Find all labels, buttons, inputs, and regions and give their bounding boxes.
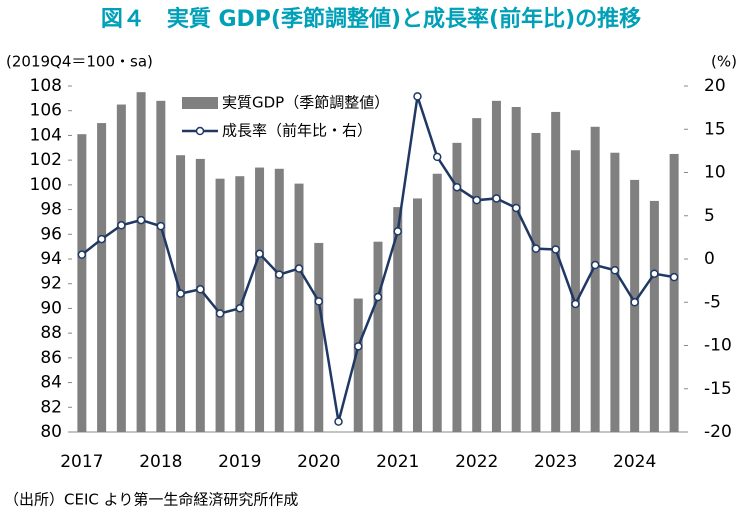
- line-marker: [413, 92, 422, 101]
- legend-label: 成長率（前年比・右）: [222, 122, 372, 140]
- bar: [610, 152, 620, 432]
- line-marker: [630, 298, 639, 307]
- y-tick-label: 104: [30, 125, 62, 145]
- bar: [531, 132, 541, 432]
- line-marker: [432, 152, 442, 162]
- line-marker: [196, 285, 205, 294]
- source-note: （出所）CEIC より第一生命経済研究所作成: [4, 491, 298, 509]
- bar: [373, 241, 383, 432]
- bar: [156, 100, 166, 432]
- y-tick-label: 94: [40, 249, 62, 269]
- line-marker: [354, 342, 363, 351]
- line-marker: [393, 227, 402, 236]
- bar: [491, 100, 501, 432]
- bar: [116, 104, 126, 433]
- bar: [551, 111, 561, 432]
- x-tick-label: 2023: [534, 452, 577, 472]
- y-tick-label: 92: [40, 274, 62, 294]
- line-marker: [551, 245, 560, 254]
- y2-tick-label: 20: [704, 76, 726, 96]
- line-marker: [492, 194, 501, 203]
- line-marker: [452, 182, 462, 192]
- bar: [452, 142, 462, 433]
- bar: [432, 173, 442, 432]
- line-marker: [472, 195, 481, 205]
- line-marker: [590, 260, 600, 270]
- line-marker: [314, 297, 324, 306]
- line-marker: [77, 250, 87, 259]
- line-marker: [136, 215, 146, 225]
- x-tick-label: 2018: [139, 452, 182, 472]
- y2-tick-label: -20: [704, 422, 732, 442]
- y2-tick-label: 10: [704, 163, 726, 183]
- y2-tick-label: 15: [704, 119, 726, 139]
- y2-tick-label: 0: [704, 249, 715, 269]
- line-marker: [176, 289, 185, 298]
- bar: [669, 153, 679, 432]
- legend-label: 実質GDP（季節調整値）: [222, 94, 389, 112]
- x-tick-label: 2021: [376, 452, 419, 472]
- legend-swatch: [195, 126, 205, 136]
- bar: [97, 123, 107, 433]
- y-tick-label: 90: [40, 298, 62, 318]
- line-marker: [156, 221, 166, 231]
- line-marker: [334, 417, 343, 426]
- line-marker: [571, 299, 580, 309]
- line-marker: [511, 203, 521, 213]
- y-tick-label: 108: [30, 76, 62, 96]
- line-marker: [610, 265, 620, 275]
- line-marker: [531, 244, 541, 253]
- x-tick-label: 2019: [218, 452, 261, 472]
- y-tick-label: 86: [40, 348, 62, 368]
- bar: [353, 298, 363, 432]
- y-axis-label: (2019Q4＝100・sa): [6, 53, 153, 71]
- line-marker: [97, 234, 106, 244]
- y-tick-label: 98: [40, 200, 62, 220]
- legend-swatch: [182, 97, 218, 109]
- line-marker: [650, 269, 659, 278]
- bar: [77, 134, 87, 432]
- bar: [294, 183, 304, 432]
- bar: [393, 207, 403, 432]
- y-tick-label: 100: [30, 175, 62, 195]
- chart-title: 図４ 実質 GDP(季節調整値)と成長率(前年比)の推移: [101, 6, 641, 32]
- line-marker: [255, 249, 264, 259]
- line-marker: [275, 270, 284, 279]
- x-tick-label: 2024: [613, 452, 656, 472]
- line-marker: [235, 304, 245, 313]
- y-tick-label: 96: [40, 224, 62, 244]
- y2-tick-label: 5: [704, 206, 715, 226]
- bar: [590, 126, 600, 433]
- y-tick-label: 102: [30, 150, 62, 170]
- y-tick-label: 82: [40, 397, 62, 417]
- y-tick-label: 88: [40, 323, 62, 343]
- bar: [274, 168, 284, 433]
- bar: [215, 178, 225, 432]
- bar: [649, 200, 659, 432]
- bar: [195, 158, 205, 432]
- y-tick-label: 80: [40, 422, 62, 442]
- bar: [570, 150, 580, 432]
- line-marker: [294, 264, 304, 273]
- y2-tick-label: -10: [704, 336, 732, 356]
- bar: [472, 118, 482, 432]
- y-tick-label: 84: [40, 373, 62, 393]
- y2-axis-label: (%): [711, 53, 737, 71]
- x-tick-label: 2022: [455, 452, 498, 472]
- line-marker: [373, 292, 383, 302]
- bar: [412, 198, 422, 432]
- bar: [255, 167, 265, 433]
- x-tick-label: 2020: [297, 452, 340, 472]
- line-marker: [669, 272, 679, 282]
- y2-tick-label: -5: [704, 292, 721, 312]
- bar: [314, 242, 324, 432]
- line-marker: [117, 221, 126, 230]
- y2-tick-label: -15: [704, 379, 732, 399]
- bar: [511, 107, 521, 432]
- x-tick-label: 2017: [60, 452, 103, 472]
- y-tick-label: 106: [30, 101, 62, 121]
- bar: [136, 92, 146, 432]
- line-marker: [215, 309, 225, 318]
